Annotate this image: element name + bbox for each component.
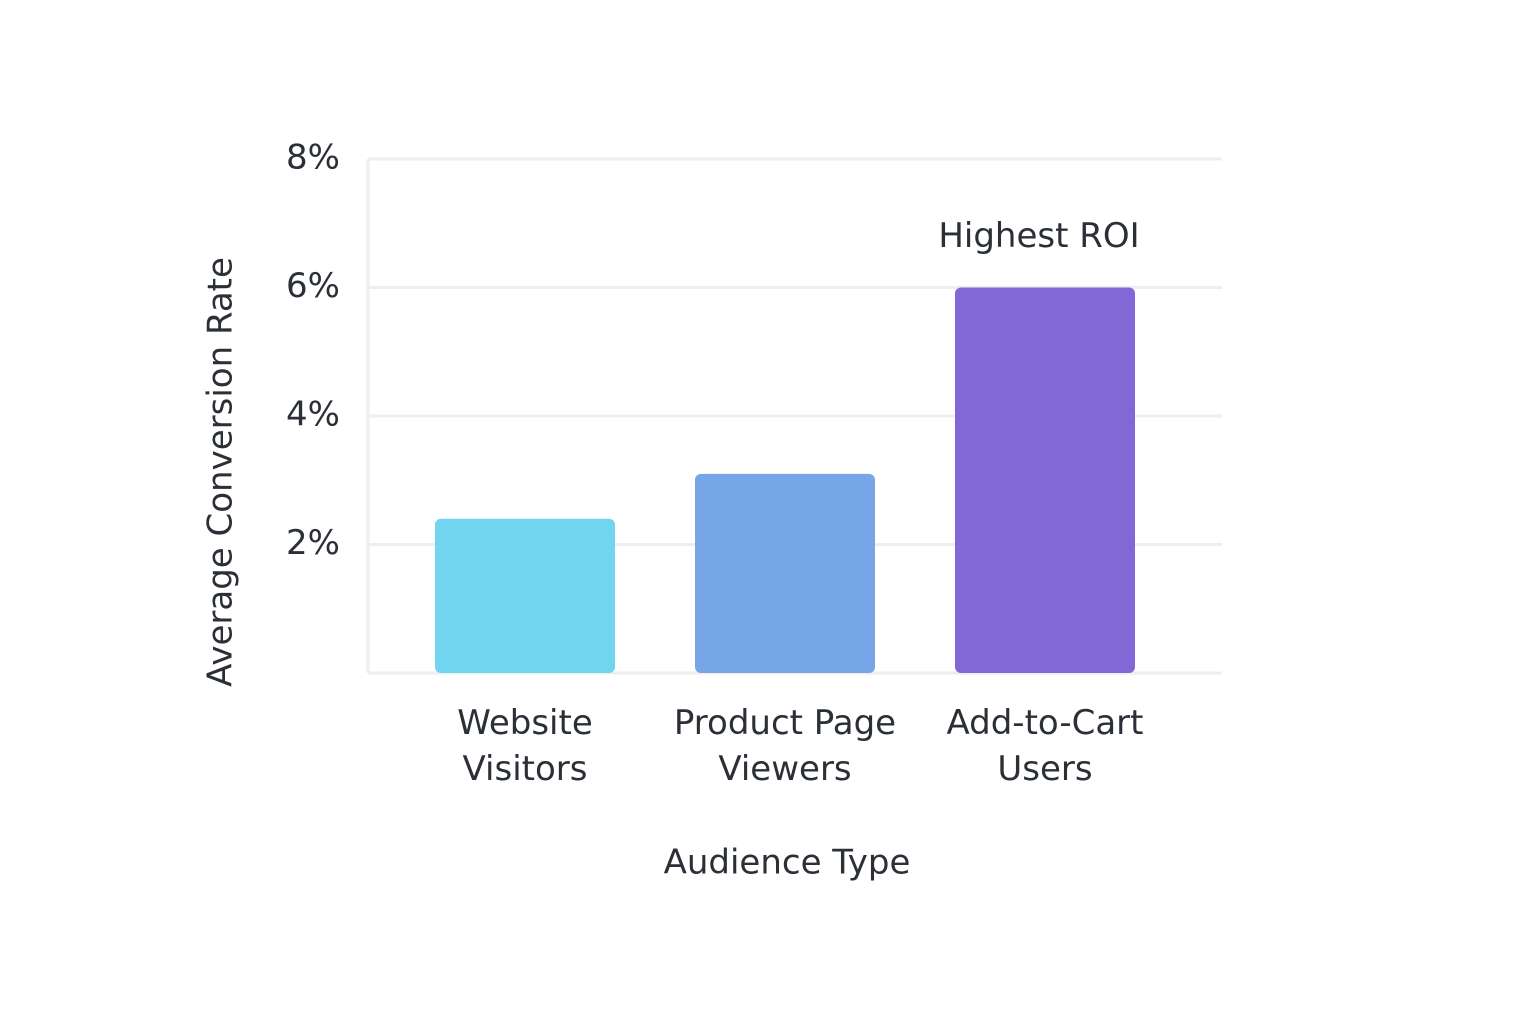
annotation: Highest ROI bbox=[938, 216, 1139, 256]
x-tick-label: Add-to-Cart Users bbox=[946, 703, 1144, 789]
y-tick-label: 4% bbox=[286, 395, 340, 435]
bar bbox=[955, 287, 1135, 673]
x-tick-label: Product Page Viewers bbox=[673, 703, 897, 789]
bar bbox=[435, 518, 615, 673]
bar bbox=[695, 473, 875, 673]
y-tick-label: 6% bbox=[286, 266, 340, 306]
y-axis-title: Average Conversion Rate bbox=[201, 257, 241, 687]
y-tick-label: 8% bbox=[286, 138, 340, 178]
x-tick-label: Website Visitors bbox=[457, 703, 593, 789]
x-axis-title: Audience Type bbox=[664, 843, 911, 883]
y-tick-label: 2% bbox=[286, 523, 340, 563]
